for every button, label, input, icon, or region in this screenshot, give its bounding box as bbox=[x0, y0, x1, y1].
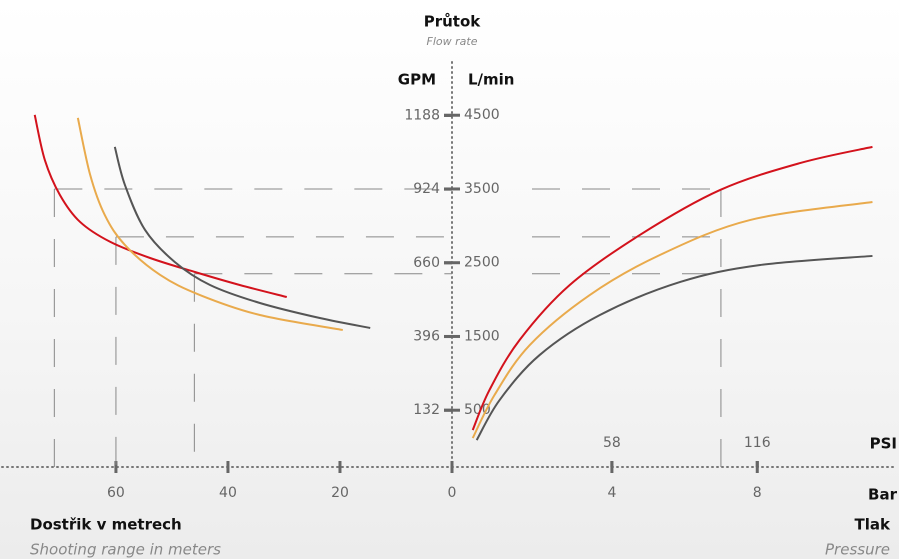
y2-tick-label: 396 bbox=[413, 329, 440, 345]
line bbox=[76, 117, 343, 331]
y-tick-label: 1500 bbox=[464, 328, 500, 344]
line bbox=[471, 200, 873, 439]
x-tick-label: 60 bbox=[107, 485, 125, 501]
x-tick-label: 0 bbox=[448, 485, 457, 501]
x2-tick-label: 116 bbox=[744, 435, 771, 451]
y-tick-label: 4500 bbox=[464, 107, 500, 123]
chart-title: Průtok bbox=[424, 13, 482, 31]
x-label: Dostřik v metrech bbox=[30, 516, 182, 534]
y2-tick-label: 132 bbox=[413, 402, 440, 418]
y-unit: L/min bbox=[468, 71, 515, 89]
y-tick-label: 2500 bbox=[464, 255, 500, 271]
x-tick-label: 4 bbox=[607, 485, 616, 501]
y2-unit: GPM bbox=[398, 71, 436, 89]
line bbox=[475, 254, 873, 441]
y2-tick-label: 1188 bbox=[404, 107, 440, 123]
x-tick-label: 40 bbox=[219, 485, 237, 501]
x-label-sub: Pressure bbox=[825, 541, 890, 559]
x-label: Tlak bbox=[855, 516, 891, 534]
line bbox=[471, 145, 873, 431]
x-label-sub: Shooting range in meters bbox=[30, 541, 221, 559]
x-unit: Bar bbox=[868, 486, 898, 504]
y2-tick-label: 660 bbox=[413, 255, 440, 271]
x-tick-label: 20 bbox=[331, 485, 349, 501]
y-tick-label: 3500 bbox=[464, 181, 500, 197]
chart-subtitle: Flow rate bbox=[427, 35, 478, 48]
x2-tick-label: 58 bbox=[603, 435, 621, 451]
line bbox=[33, 114, 288, 298]
x-tick-label: 8 bbox=[753, 485, 762, 501]
line bbox=[113, 146, 371, 329]
x2-unit: PSI bbox=[870, 435, 897, 453]
